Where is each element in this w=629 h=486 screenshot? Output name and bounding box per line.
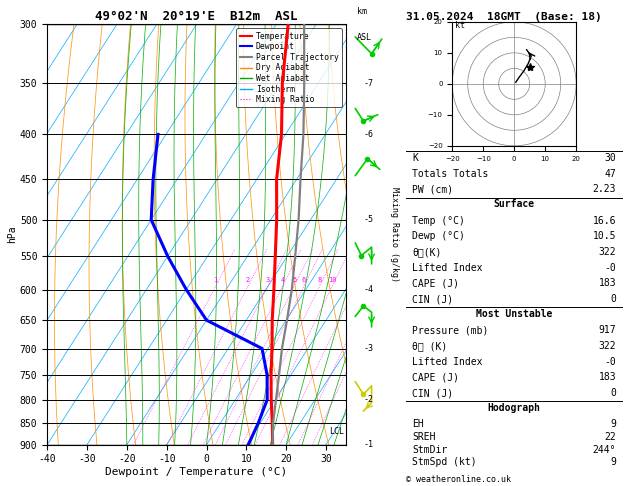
Text: 1: 1 (213, 277, 218, 283)
Text: 8: 8 (318, 277, 321, 283)
Text: 322: 322 (599, 341, 616, 351)
Text: 10.5: 10.5 (593, 231, 616, 242)
Text: 6: 6 (302, 277, 306, 283)
Text: 0: 0 (610, 294, 616, 304)
Text: CIN (J): CIN (J) (412, 388, 454, 398)
Text: 2: 2 (246, 277, 250, 283)
Text: CIN (J): CIN (J) (412, 294, 454, 304)
Text: Lifted Index: Lifted Index (412, 357, 482, 367)
Text: 917: 917 (599, 326, 616, 335)
Text: 47: 47 (604, 169, 616, 179)
Text: 9: 9 (610, 457, 616, 467)
Text: 2.23: 2.23 (593, 184, 616, 194)
Text: 22: 22 (604, 432, 616, 442)
Text: -3: -3 (364, 344, 374, 353)
Text: 3: 3 (265, 277, 270, 283)
Text: 183: 183 (599, 278, 616, 288)
Text: K: K (412, 153, 418, 163)
Y-axis label: hPa: hPa (7, 226, 17, 243)
Text: -0: -0 (604, 263, 616, 273)
Title: 49°02'N  20°19'E  B12m  ASL: 49°02'N 20°19'E B12m ASL (96, 10, 298, 23)
Text: LCL: LCL (329, 427, 344, 436)
Text: 10: 10 (328, 277, 337, 283)
Text: 5: 5 (292, 277, 296, 283)
Text: -5: -5 (364, 215, 374, 224)
Text: CAPE (J): CAPE (J) (412, 372, 459, 382)
Text: -4: -4 (364, 285, 374, 294)
Text: Dewp (°C): Dewp (°C) (412, 231, 465, 242)
Text: StmDir: StmDir (412, 445, 447, 454)
Legend: Temperature, Dewpoint, Parcel Trajectory, Dry Adiabat, Wet Adiabat, Isotherm, Mi: Temperature, Dewpoint, Parcel Trajectory… (237, 28, 342, 107)
Text: θᴄ(K): θᴄ(K) (412, 247, 442, 257)
Text: Lifted Index: Lifted Index (412, 263, 482, 273)
Text: Most Unstable: Most Unstable (476, 309, 552, 319)
Text: SREH: SREH (412, 432, 436, 442)
Text: Totals Totals: Totals Totals (412, 169, 489, 179)
Text: Hodograph: Hodograph (487, 403, 541, 413)
Text: StmSpd (kt): StmSpd (kt) (412, 457, 477, 467)
Text: kt: kt (455, 21, 465, 30)
Text: -7: -7 (364, 79, 374, 88)
Text: 183: 183 (599, 372, 616, 382)
Text: 322: 322 (599, 247, 616, 257)
Text: EH: EH (412, 419, 424, 430)
Text: 31.05.2024  18GMT  (Base: 18): 31.05.2024 18GMT (Base: 18) (406, 12, 601, 22)
X-axis label: Dewpoint / Temperature (°C): Dewpoint / Temperature (°C) (106, 467, 287, 477)
Text: 244°: 244° (593, 445, 616, 454)
Text: Mixing Ratio (g/kg): Mixing Ratio (g/kg) (390, 187, 399, 282)
Text: 16.6: 16.6 (593, 216, 616, 226)
Text: ASL: ASL (357, 33, 372, 42)
Text: CAPE (J): CAPE (J) (412, 278, 459, 288)
Text: θᴄ (K): θᴄ (K) (412, 341, 447, 351)
Text: -1: -1 (364, 440, 374, 449)
Text: -2: -2 (364, 395, 374, 404)
Text: © weatheronline.co.uk: © weatheronline.co.uk (406, 474, 511, 484)
Text: 4: 4 (281, 277, 284, 283)
Text: Temp (°C): Temp (°C) (412, 216, 465, 226)
Text: -6: -6 (364, 130, 374, 139)
Text: 0: 0 (610, 388, 616, 398)
Text: Pressure (mb): Pressure (mb) (412, 326, 489, 335)
Text: PW (cm): PW (cm) (412, 184, 454, 194)
Text: 9: 9 (610, 419, 616, 430)
Text: Surface: Surface (494, 199, 535, 209)
Text: -0: -0 (604, 357, 616, 367)
Text: 30: 30 (604, 153, 616, 163)
Text: km: km (357, 7, 367, 16)
